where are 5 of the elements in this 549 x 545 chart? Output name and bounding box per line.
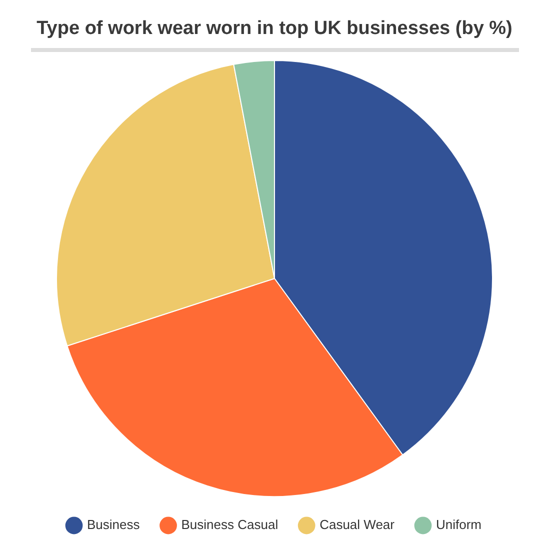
legend-label: Uniform — [436, 517, 482, 532]
legend-label: Business Casual — [181, 517, 278, 532]
legend-label: Casual Wear — [320, 517, 396, 532]
chart-title: Type of work wear worn in top UK businesses (by %) — [36, 17, 514, 41]
legend-label: Business — [87, 517, 140, 532]
